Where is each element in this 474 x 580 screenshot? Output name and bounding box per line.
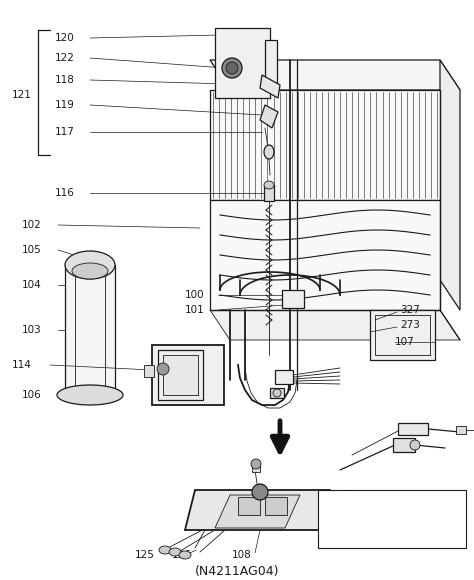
- Bar: [238, 497, 260, 515]
- Bar: [393, 438, 415, 452]
- Ellipse shape: [264, 145, 274, 159]
- Bar: [220, 32, 264, 60]
- Bar: [210, 200, 440, 310]
- Bar: [265, 497, 287, 515]
- Bar: [282, 290, 304, 308]
- Polygon shape: [210, 60, 460, 90]
- Polygon shape: [185, 490, 340, 530]
- Text: 108: 108: [232, 550, 252, 560]
- Ellipse shape: [273, 389, 281, 397]
- Ellipse shape: [252, 484, 268, 500]
- Polygon shape: [260, 105, 278, 128]
- Text: 119: 119: [55, 100, 75, 110]
- Bar: [375, 315, 430, 355]
- Text: 106: 106: [22, 390, 42, 400]
- Text: (N4211AG04): (N4211AG04): [195, 566, 279, 578]
- Text: 103: 103: [22, 325, 42, 335]
- Text: 120: 120: [55, 33, 75, 43]
- Polygon shape: [215, 495, 300, 528]
- Bar: [275, 370, 293, 384]
- Bar: [398, 423, 428, 435]
- Ellipse shape: [264, 181, 274, 189]
- Ellipse shape: [410, 440, 420, 450]
- Ellipse shape: [159, 546, 171, 554]
- Polygon shape: [440, 60, 460, 310]
- Bar: [215, 28, 270, 98]
- Bar: [65, 265, 115, 395]
- Text: with spark plug see at pos. 442: with spark plug see at pos. 442: [322, 530, 436, 536]
- Bar: [318, 490, 466, 548]
- Text: 273: 273: [400, 320, 420, 330]
- Bar: [265, 40, 277, 90]
- Text: Ersatzteilnummer für Zündkabel: Ersatzteilnummer für Zündkabel: [322, 494, 439, 500]
- Bar: [158, 350, 203, 400]
- Text: 327: 327: [400, 305, 420, 315]
- Bar: [370, 310, 435, 360]
- Text: 117: 117: [55, 127, 75, 137]
- Text: Spare part number for ignition cable: Spare part number for ignition cable: [322, 520, 454, 526]
- Text: 110: 110: [342, 537, 362, 547]
- Polygon shape: [260, 75, 280, 98]
- Text: 102: 102: [22, 220, 42, 230]
- Text: mit Zündkerze siehe Pos. 442: mit Zündkerze siehe Pos. 442: [322, 504, 429, 510]
- Text: 104: 104: [22, 280, 42, 290]
- Bar: [264, 185, 274, 201]
- Polygon shape: [210, 310, 460, 340]
- Ellipse shape: [57, 385, 123, 405]
- Bar: [163, 355, 198, 395]
- Ellipse shape: [169, 548, 181, 556]
- Ellipse shape: [72, 263, 108, 279]
- Text: 101: 101: [185, 305, 205, 315]
- Bar: [278, 373, 290, 381]
- Ellipse shape: [226, 62, 238, 74]
- Bar: [265, 50, 277, 62]
- Bar: [252, 466, 260, 472]
- Bar: [456, 426, 466, 434]
- Bar: [210, 90, 440, 200]
- Text: 116: 116: [55, 188, 75, 198]
- Ellipse shape: [157, 363, 169, 375]
- Text: 122: 122: [55, 53, 75, 63]
- Text: 105: 105: [22, 245, 42, 255]
- Ellipse shape: [222, 58, 242, 78]
- Ellipse shape: [179, 551, 191, 559]
- Bar: [152, 345, 224, 405]
- Ellipse shape: [251, 459, 261, 469]
- Text: 126: 126: [172, 550, 192, 560]
- Text: 114: 114: [12, 360, 32, 370]
- Text: 121: 121: [12, 90, 32, 100]
- Text: 100: 100: [185, 290, 205, 300]
- Text: 118: 118: [55, 75, 75, 85]
- Bar: [270, 388, 284, 398]
- Text: 125: 125: [135, 550, 155, 560]
- Ellipse shape: [65, 251, 115, 279]
- Bar: [144, 365, 154, 377]
- Text: 107: 107: [395, 337, 415, 347]
